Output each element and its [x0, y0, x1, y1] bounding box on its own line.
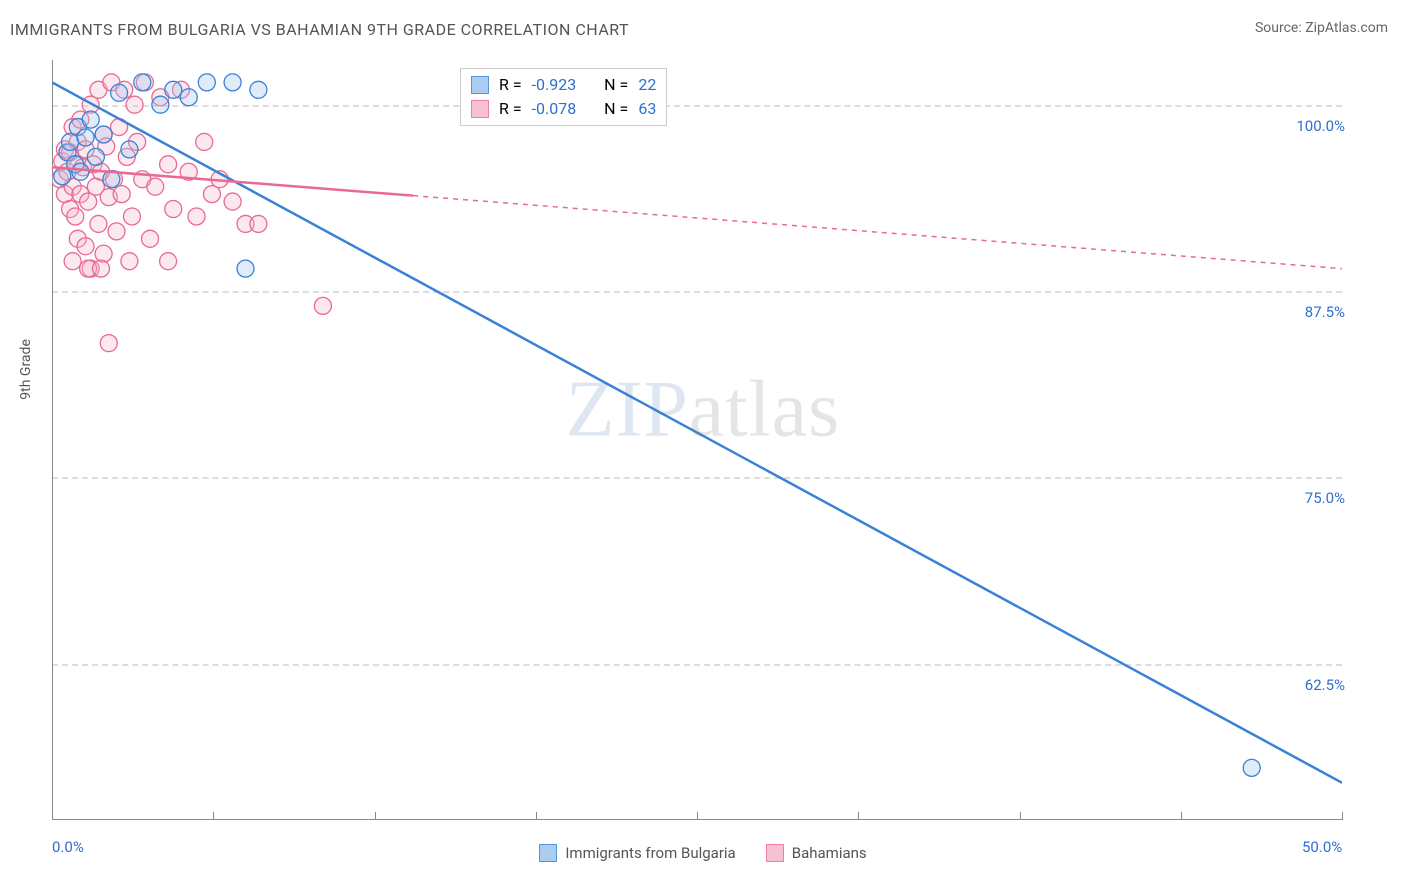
scatter-point — [95, 126, 112, 143]
scatter-point — [67, 208, 84, 225]
source-name: ZipAtlas.com — [1305, 20, 1388, 36]
scatter-point — [224, 74, 241, 91]
correlation-chart: IMMIGRANTS FROM BULGARIA VS BAHAMIAN 9TH… — [0, 0, 1406, 892]
legend-swatch-bulgaria — [539, 844, 557, 862]
scatter-point — [95, 245, 112, 262]
legend-row-bahamians: R = -0.078 N = 63 — [471, 97, 656, 121]
scatter-point — [111, 84, 128, 101]
r-value-bahamians: -0.078 — [532, 97, 577, 121]
scatter-point — [152, 96, 169, 113]
x-tick — [1342, 812, 1343, 820]
scatter-point — [54, 168, 71, 185]
scatter-point — [1243, 759, 1260, 776]
chart-title: IMMIGRANTS FROM BULGARIA VS BAHAMIAN 9TH… — [10, 20, 629, 39]
scatter-point — [250, 81, 267, 98]
scatter-point — [113, 186, 130, 203]
scatter-point — [77, 238, 94, 255]
scatter-point — [72, 163, 89, 180]
scatter-point — [77, 129, 94, 146]
n-value-bulgaria: 22 — [638, 73, 656, 97]
source-prefix: Source: — [1255, 20, 1305, 36]
legend-swatch-bahamians — [471, 100, 489, 118]
scatter-point — [121, 253, 138, 270]
r-value-bulgaria: -0.923 — [532, 73, 577, 97]
scatter-point — [180, 89, 197, 106]
scatter-point — [90, 215, 107, 232]
scatter-point — [196, 133, 213, 150]
n-label: N = — [604, 73, 628, 97]
legend-row-bulgaria: R = -0.923 N = 22 — [471, 73, 656, 97]
scatter-point — [198, 74, 215, 91]
trend-line-extrapolated — [413, 196, 1342, 269]
scatter-point — [121, 141, 138, 158]
legend-item-bulgaria: Immigrants from Bulgaria — [539, 844, 735, 862]
scatter-point — [147, 178, 164, 195]
scatter-point — [165, 201, 182, 218]
scatter-point — [188, 208, 205, 225]
scatter-point — [142, 230, 159, 247]
n-value-bahamians: 63 — [638, 97, 656, 121]
scatter-point — [250, 215, 267, 232]
r-label: R = — [499, 97, 522, 121]
scatter-point — [237, 260, 254, 277]
scatter-point — [134, 74, 151, 91]
scatter-point — [82, 111, 99, 128]
scatter-point — [160, 156, 177, 173]
scatter-point — [224, 193, 241, 210]
scatter-point — [108, 223, 125, 240]
r-label: R = — [499, 73, 522, 97]
legend-swatch-bulgaria — [471, 76, 489, 94]
y-axis-label: 9th Grade — [18, 339, 34, 400]
scatter-point — [123, 208, 140, 225]
scatter-point — [87, 148, 104, 165]
source-credit: Source: ZipAtlas.com — [1255, 20, 1388, 36]
scatter-point — [93, 260, 110, 277]
scatter-point — [100, 335, 117, 352]
plot-svg — [52, 60, 1342, 820]
legend-item-bahamians: Bahamians — [766, 844, 867, 862]
legend-label-bahamians: Bahamians — [792, 844, 867, 862]
scatter-point — [165, 81, 182, 98]
trend-line — [52, 82, 1342, 782]
scatter-point — [314, 297, 331, 314]
series-legend: Immigrants from Bulgaria Bahamians — [0, 844, 1406, 862]
legend-label-bulgaria: Immigrants from Bulgaria — [565, 844, 735, 862]
scatter-point — [126, 96, 143, 113]
legend-swatch-bahamians — [766, 844, 784, 862]
scatter-point — [64, 253, 81, 270]
correlation-legend: R = -0.923 N = 22 R = -0.078 N = 63 — [460, 68, 667, 126]
scatter-point — [160, 253, 177, 270]
n-label: N = — [604, 97, 628, 121]
